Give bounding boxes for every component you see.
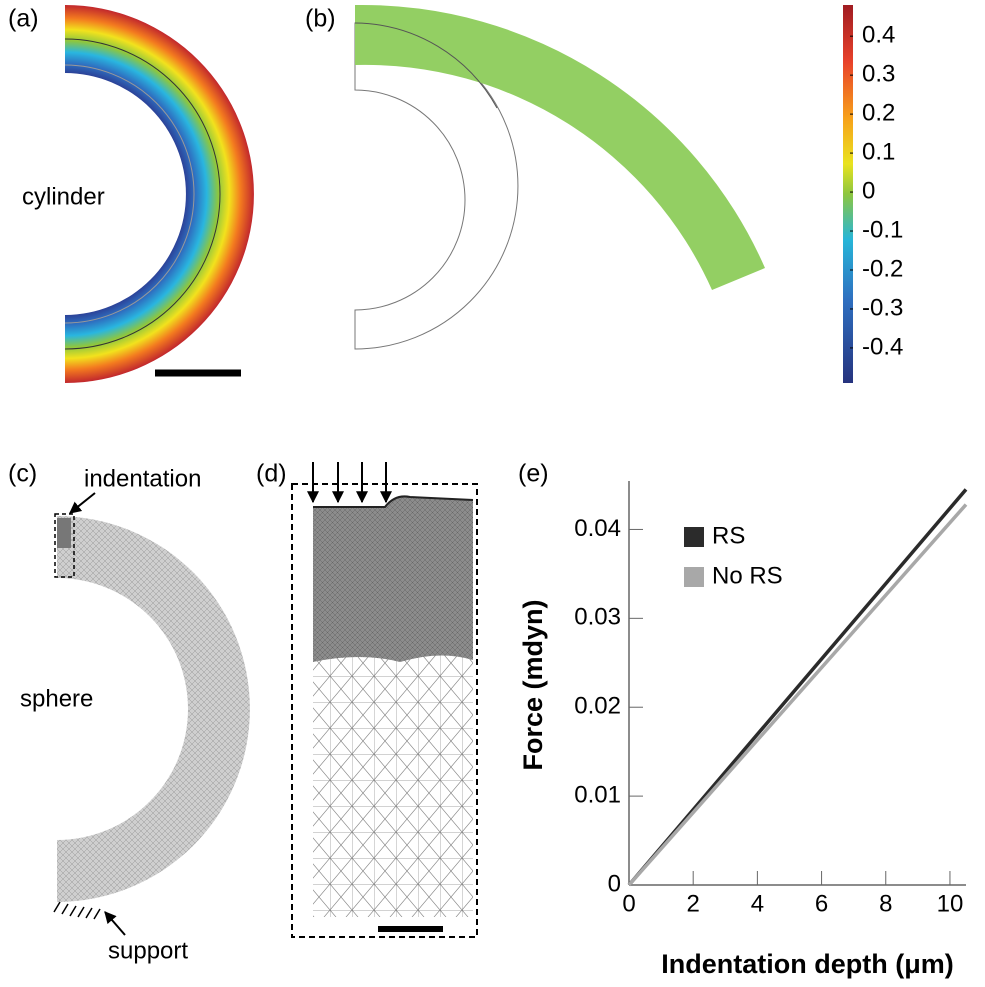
colorbar-label: -0.3 [862, 294, 903, 321]
deformed-band [355, 5, 765, 290]
panel-label: (e) [518, 460, 549, 488]
indent-region [57, 518, 71, 548]
arrow [105, 912, 125, 935]
arrow [70, 493, 95, 513]
legend-label: RS [712, 522, 745, 549]
legend-swatch [684, 527, 704, 547]
colorbar-label: 0.1 [862, 138, 895, 165]
x-tick-label: 10 [937, 890, 964, 917]
series-line [629, 505, 966, 885]
x-tick-label: 6 [815, 890, 828, 917]
legend-swatch [684, 567, 704, 587]
x-axis-label: Indentation depth (μm) [661, 949, 953, 979]
y-tick-label: 0.01 [574, 781, 621, 808]
colorbar-label: -0.1 [862, 216, 903, 243]
legend-label: No RS [712, 562, 783, 589]
figure: (a) cylinder (b) 0.4 0.3 0.2 0.1 0 -0.1 -0.2 -0… [0, 0, 985, 987]
panel-label: (d) [256, 460, 287, 488]
annotation: indentation [84, 465, 201, 492]
colorbar-label: 0.4 [862, 22, 895, 49]
colorbar-label: 0.3 [862, 60, 895, 87]
fine-mesh [313, 496, 473, 662]
annotation: support [108, 937, 188, 964]
coarse-mesh [313, 655, 473, 917]
y-tick-label: 0 [608, 870, 621, 897]
panel-label: (a) [8, 5, 39, 33]
x-tick-label: 0 [622, 890, 635, 917]
y-tick-label: 0.02 [574, 693, 621, 720]
panel-label: (c) [8, 460, 37, 488]
x-tick-label: 8 [879, 890, 892, 917]
y-tick-label: 0.04 [574, 515, 621, 542]
annotation: cylinder [22, 183, 105, 210]
annotation: sphere [20, 685, 93, 712]
y-tick-label: 0.03 [574, 604, 621, 631]
colorbar [843, 5, 853, 383]
page: {"panels":{ "a":{"label":"(a)","text":"c… [0, 0, 985, 987]
colorbar-label: -0.2 [862, 255, 903, 282]
panel-label: (b) [305, 5, 336, 33]
y-axis-label: Force (mdyn) [518, 599, 548, 770]
support-hatch [54, 902, 100, 919]
load-arrows [313, 462, 386, 502]
colorbar-label: 0.2 [862, 99, 895, 126]
x-tick-label: 2 [687, 890, 700, 917]
colorbar-label: 0 [862, 177, 875, 204]
colorbar-label: -0.4 [862, 333, 903, 360]
x-tick-label: 4 [751, 890, 764, 917]
